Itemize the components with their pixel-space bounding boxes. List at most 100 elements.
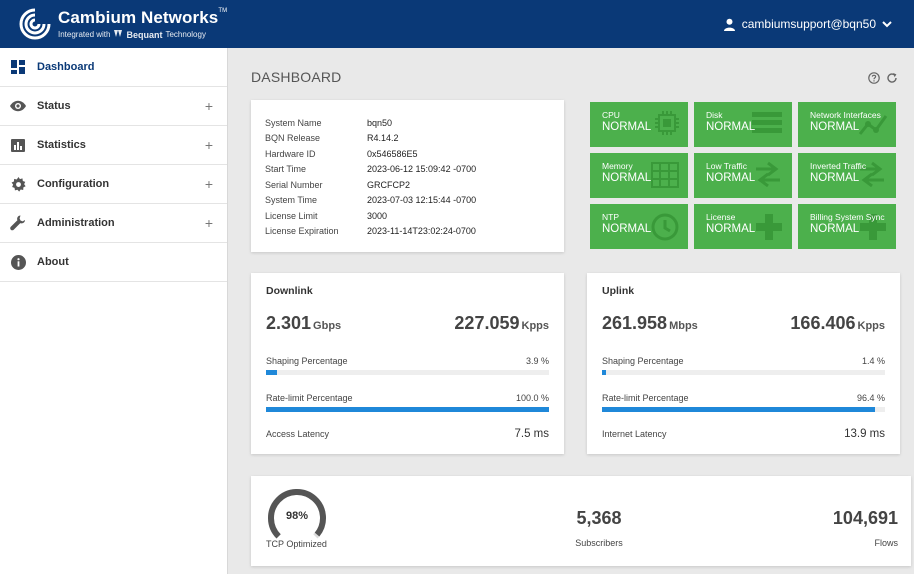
help-icon[interactable] <box>868 72 880 84</box>
system-time-row: System Time 2023-07-03 12:15:44 -0700 <box>265 193 550 209</box>
ratelimit-value: 100.0 % <box>515 393 549 403</box>
uplink-pps: 166.406 <box>790 313 856 333</box>
rate-unit: Gbps <box>313 320 342 332</box>
shaping-progress-bar <box>602 370 885 375</box>
pps-unit: Kpps <box>521 320 550 332</box>
tile-name: License <box>706 212 736 222</box>
tile-low-traffic[interactable]: Low Traffic NORMAL <box>694 153 792 198</box>
latency-value: 7.5 ms <box>514 428 549 440</box>
info-key: Hardware ID <box>265 148 316 159</box>
tile-status: NORMAL <box>602 172 652 184</box>
tile-status: NORMAL <box>706 121 756 133</box>
ratelimit-value: 96.4 % <box>856 393 885 403</box>
user-name: cambiumsupport@bqn50 <box>741 17 876 31</box>
brand-name: Cambium Networks <box>58 8 219 27</box>
info-key: Serial Number <box>265 179 323 190</box>
rate-unit: Mbps <box>669 320 698 332</box>
license-expiration-row: License Expiration 2023-11-14T23:02:24-07… <box>265 224 550 240</box>
dashboard-icon <box>10 59 26 75</box>
tile-status: NORMAL <box>706 172 756 184</box>
info-value: 2023-06-12 15:09:42 -0700 <box>367 164 477 175</box>
user-icon <box>723 18 736 31</box>
sidebar-item-status[interactable]: Status + <box>0 87 227 126</box>
flows-label: Flows <box>874 538 898 548</box>
tile-status: NORMAL <box>810 121 860 133</box>
eye-icon <box>10 98 26 114</box>
system-info-card: System Name bqn50 BQN Release R4.14.2 Hard… <box>251 100 564 252</box>
shaping-progress-bar <box>266 370 549 375</box>
sidebar-item-dashboard[interactable]: Dashboard <box>0 48 227 87</box>
tile-name: CPU <box>602 110 620 120</box>
hardware-id-row: Hardware ID 0x546586E5 <box>265 146 550 162</box>
sidebar-item-label: Dashboard <box>37 61 95 73</box>
sidebar-item-statistics[interactable]: Statistics + <box>0 126 227 165</box>
ratelimit-progress-bar <box>266 407 549 412</box>
tile-status: NORMAL <box>602 223 652 235</box>
tile-name: Network Interfaces <box>810 110 881 120</box>
tile-cpu[interactable]: CPU NORMAL <box>590 102 688 147</box>
info-key: License Limit <box>265 210 318 221</box>
subscribers-value: 5,368 <box>576 508 622 528</box>
expand-icon[interactable]: + <box>204 137 214 153</box>
ratelimit-fill <box>266 407 549 412</box>
info-value: 2023-07-03 12:15:44 -0700 <box>367 195 477 206</box>
tile-ntp[interactable]: NTP NORMAL <box>590 204 688 249</box>
uplink-card: Uplink 261.958 Mbps 166.406 Kpps Shaping P… <box>587 273 900 454</box>
expand-icon[interactable]: + <box>204 176 214 192</box>
tile-name: Disk <box>706 110 723 120</box>
info-value: 2023-11-14T23:02:24-0700 <box>367 226 476 237</box>
tile-name: Inverted Traffic <box>810 161 867 171</box>
ratelimit-progress-bar <box>602 407 885 412</box>
tcp-optimized-value: 98% <box>285 510 309 522</box>
card-title: Uplink <box>602 285 635 297</box>
top-header: Cambium NetworksTM Integrated with Bequa… <box>0 0 914 48</box>
license-icon <box>756 214 782 240</box>
expand-icon[interactable]: + <box>204 215 214 231</box>
refresh-icon[interactable] <box>886 72 898 84</box>
traffic-arrows-icon <box>756 161 780 187</box>
trademark: TM <box>218 8 228 14</box>
downlink-pps: 227.059 <box>454 313 520 333</box>
tcp-optimized-label: TCP Optimized <box>266 539 327 549</box>
sidebar-item-administration[interactable]: Administration + <box>0 204 227 243</box>
sidebar-item-label: Administration <box>37 217 115 229</box>
sidebar-item-label: Configuration <box>37 178 110 190</box>
memory-icon <box>651 162 679 188</box>
sync-icon <box>860 214 886 240</box>
info-value: R4.14.2 <box>367 133 399 144</box>
tile-network-interfaces[interactable]: Network Interfaces NORMAL <box>798 102 896 147</box>
sidebar: Dashboard Status + Statistics + Configur… <box>0 48 228 574</box>
traffic-arrows-icon <box>860 161 884 187</box>
info-value: GRCFCP2 <box>367 179 411 190</box>
sidebar-item-configuration[interactable]: Configuration + <box>0 165 227 204</box>
tile-memory[interactable]: Memory NORMAL <box>590 153 688 198</box>
shaping-label: Shaping Percentage <box>602 356 684 366</box>
ratelimit-label: Rate-limit Percentage <box>602 393 689 403</box>
latency-label: Internet Latency <box>602 429 667 439</box>
sidebar-item-label: Status <box>37 100 71 112</box>
cambium-logo[interactable]: Cambium NetworksTM Integrated with Bequa… <box>18 7 227 41</box>
sidebar-item-about[interactable]: About <box>0 243 227 282</box>
tile-name: Billing System Sync <box>810 212 885 222</box>
info-value: 0x546586E5 <box>367 148 418 159</box>
info-value: bqn50 <box>367 117 393 128</box>
tile-billing-system-sync[interactable]: Billing System Sync NORMAL <box>798 204 896 249</box>
tile-status: NORMAL <box>810 172 860 184</box>
tagline-brand: Bequant <box>126 29 163 40</box>
tile-disk[interactable]: Disk NORMAL <box>694 102 792 147</box>
user-menu[interactable]: cambiumsupport@bqn50 <box>723 17 892 31</box>
tile-license[interactable]: License NORMAL <box>694 204 792 249</box>
bqn-release-row: BQN Release R4.14.2 <box>265 131 550 147</box>
clock-icon <box>651 213 679 241</box>
serial-number-row: Serial Number GRCFCP2 <box>265 177 550 193</box>
downlink-card: Downlink 2.301 Gbps 227.059 Kpps Shaping P… <box>251 273 564 454</box>
info-icon <box>10 254 26 270</box>
subscribers-label: Subscribers <box>575 538 623 548</box>
latency-label: Access Latency <box>266 429 330 439</box>
shaping-value: 1.4 % <box>861 356 885 366</box>
summary-card: 98% TCP Optimized 5,368 Subscribers 104,… <box>251 476 911 566</box>
tile-status: NORMAL <box>602 121 652 133</box>
card-title: Downlink <box>266 285 313 297</box>
tile-inverted-traffic[interactable]: Inverted Traffic NORMAL <box>798 153 896 198</box>
expand-icon[interactable]: + <box>204 98 214 114</box>
